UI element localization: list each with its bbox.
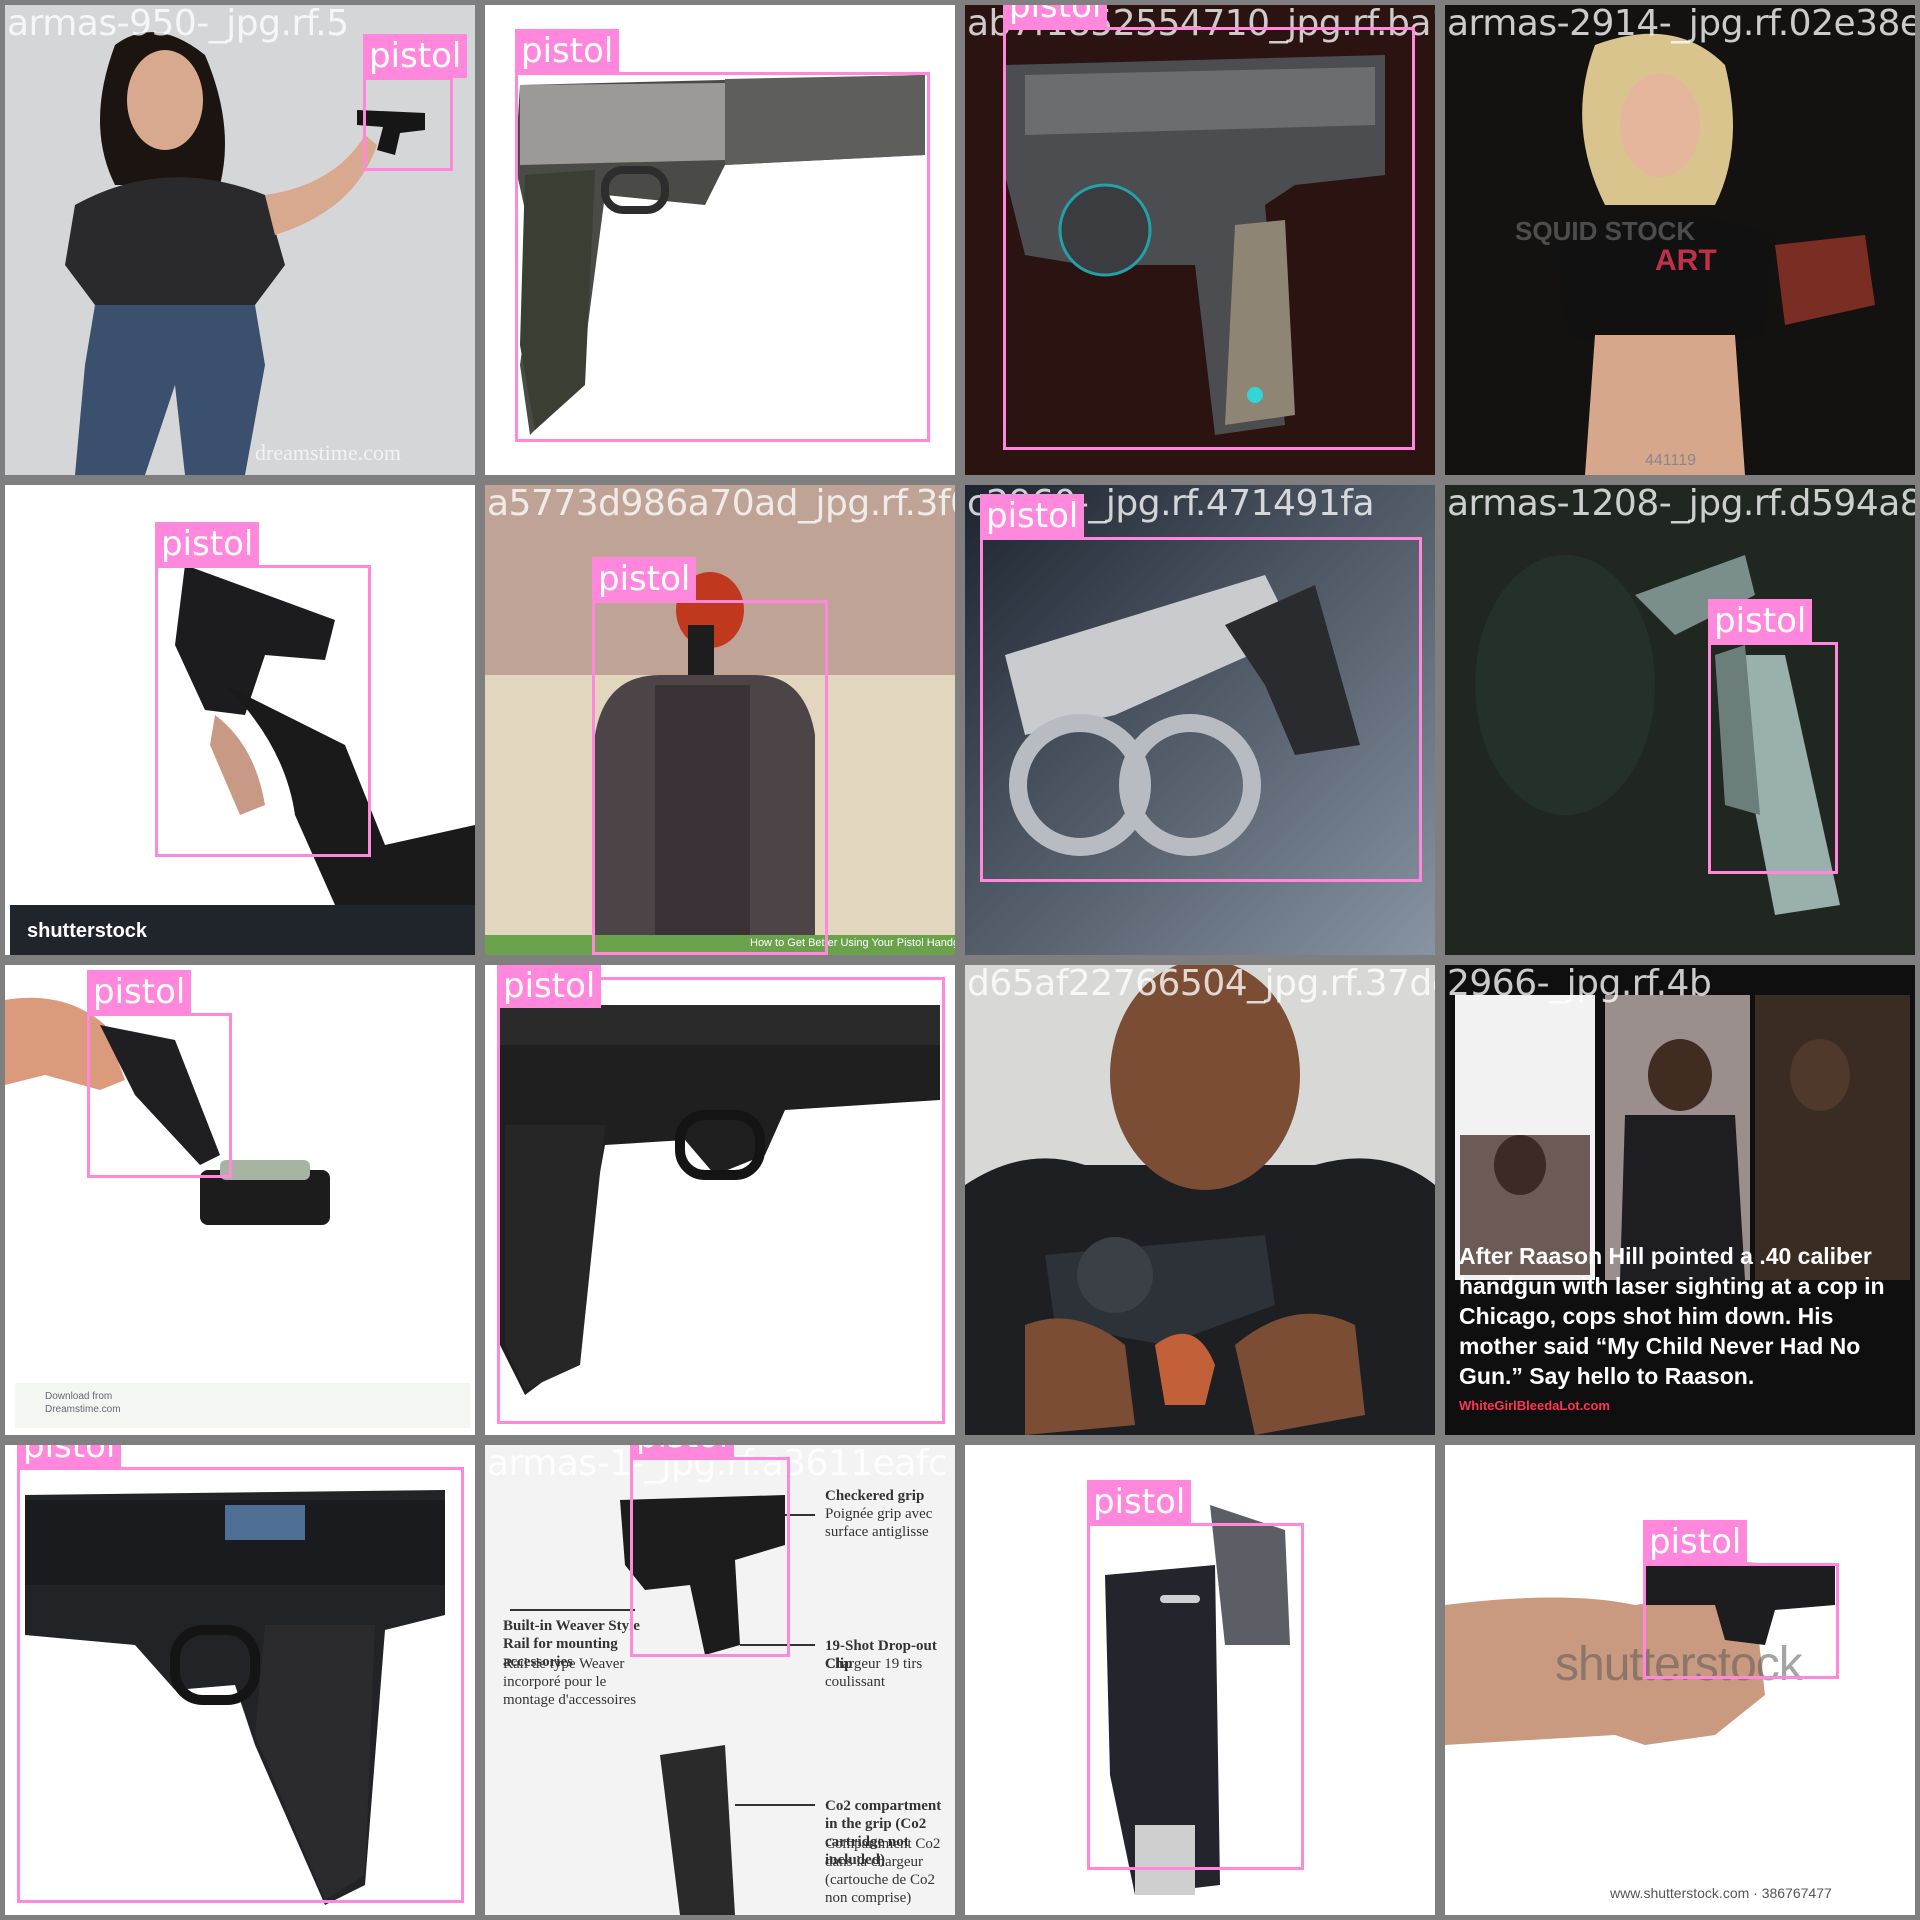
tile-9-image bbox=[5, 965, 475, 1435]
tile-14-callout-3: Built-in Weaver Style Rail for mounting … bbox=[503, 1618, 640, 1670]
tile-5: shutterstock armas-961-_jpg.rf.66545fc60… bbox=[5, 485, 475, 955]
tile-6-image bbox=[485, 485, 955, 955]
tile-5-bounding-box: pistol bbox=[155, 522, 371, 857]
tile-5-watermark: shutterstock bbox=[27, 920, 148, 942]
tile-14-callout-4: Rail de type Weaver incorporé pour le mo… bbox=[503, 1656, 637, 1708]
tile-3-box-label: pistol bbox=[1003, 5, 1108, 28]
tile-5-box-label: pistol bbox=[155, 522, 260, 566]
tile-8-image bbox=[1445, 485, 1915, 955]
tile-14: Checkered grip Poignée grip avec surface… bbox=[485, 1445, 955, 1915]
tile-6-watermark: How to Get Better Using Your Pistol Hand… bbox=[750, 937, 955, 949]
tile-2-image bbox=[485, 5, 955, 475]
tile-3-bounding-box: pistol bbox=[1003, 5, 1415, 450]
tile-14-callout-6: Chargeur 19 tirs coulissant bbox=[825, 1656, 923, 1690]
tile-16-box-label: pistol bbox=[1643, 1520, 1748, 1564]
tile-9-watermark: Download from Dreamstime.com bbox=[45, 1391, 121, 1415]
tile-1-box-label: pistol bbox=[363, 34, 468, 78]
tile-12: After Raason Hill pointed a .40 caliber … bbox=[1445, 965, 1915, 1435]
tile-2: fcd4b29fa9899_jpg.rf.e1cb2dc9a pistol bbox=[485, 5, 955, 475]
tile-7-bounding-box: pistol bbox=[980, 494, 1422, 882]
tile-1-bounding-box: pistol bbox=[363, 34, 468, 171]
tile-4: SQUID STOCK ART 441119 armas-2914-_jpg.r… bbox=[1445, 5, 1915, 475]
tile-1-image: dreamstime.com bbox=[5, 5, 475, 475]
tile-14-callout-8: Compartiment Co2 dans la chargeur (carto… bbox=[825, 1836, 941, 1906]
tile-2-box-label: pistol bbox=[515, 29, 620, 73]
tile-11: d65af22766504_jpg.rf.37dc911 bbox=[965, 965, 1435, 1435]
tile-15-bounding-box: pistol bbox=[1087, 1480, 1304, 1870]
tile-15: 52e48f8983f_jpg.rf.a9f312ba pistol bbox=[965, 1445, 1435, 1915]
tile-3-image bbox=[965, 5, 1435, 475]
tile-4-image: SQUID STOCK ART 441119 bbox=[1445, 5, 1915, 475]
tile-10-box-label: pistol bbox=[497, 965, 602, 1008]
tile-12-caption: After Raason Hill pointed a .40 caliber … bbox=[1459, 1241, 1905, 1421]
tile-14-bounding-box: pistol bbox=[630, 1445, 790, 1657]
tile-13-bounding-box: pistol bbox=[17, 1445, 464, 1903]
tile-11-image bbox=[965, 965, 1435, 1435]
tile-16-footer: www.shutterstock.com · 386767477 bbox=[1610, 1885, 1832, 1901]
tile-7: c2960-_jpg.rf.471491fa pistol bbox=[965, 485, 1435, 955]
tile-8: armas-1208-_jpg.rf.d594a8b pistol bbox=[1445, 485, 1915, 955]
tile-2-bounding-box: pistol bbox=[515, 29, 930, 442]
tile-7-box-label: pistol bbox=[980, 494, 1085, 538]
tile-15-box-label: pistol bbox=[1087, 1480, 1192, 1524]
tile-14-image bbox=[485, 1445, 955, 1915]
tile-1: dreamstime.com armas-950-_jpg.rf.5 pisto… bbox=[5, 5, 475, 475]
tile-13-image bbox=[5, 1445, 475, 1915]
tile-9-box-label: pistol bbox=[87, 970, 192, 1014]
tile-8-bounding-box: pistol bbox=[1708, 599, 1838, 874]
tile-12-caption-text: After Raason Hill pointed a .40 caliber … bbox=[1459, 1243, 1885, 1389]
tile-9: Download from Dreamstime.com armas-4-_jp… bbox=[5, 965, 475, 1435]
tile-10-image bbox=[485, 965, 955, 1435]
tile-6-bounding-box: pistol bbox=[592, 557, 828, 955]
tile-7-image bbox=[965, 485, 1435, 955]
tile-10: armas-898-_jpg.rf.b6a9e2 pistol bbox=[485, 965, 955, 1435]
tile-6-box-label: pistol bbox=[592, 557, 697, 601]
tile-10-bounding-box: pistol bbox=[497, 965, 945, 1424]
svg-text:dreamstime.com: dreamstime.com bbox=[255, 440, 401, 465]
tile-8-box-label: pistol bbox=[1708, 599, 1813, 643]
tile-16-watermark: shutterstock bbox=[1555, 1638, 1803, 1691]
tile-14-box-label: pistol bbox=[630, 1445, 735, 1458]
svg-text:SQUID STOCK: SQUID STOCK bbox=[1515, 216, 1695, 246]
tile-13-box-label: pistol bbox=[17, 1445, 122, 1468]
tile-15-image bbox=[965, 1445, 1435, 1915]
svg-text:ART: ART bbox=[1655, 244, 1717, 277]
tile-14-callout-7: Co2 compartment in the grip (Co2 cartrid… bbox=[825, 1798, 942, 1868]
tile-14-callout-1: Checkered grip bbox=[825, 1488, 925, 1504]
tile-14-callout-5: 19-Shot Drop-out Clip bbox=[825, 1638, 937, 1672]
tile-3: ab7f1852554710_jpg.rf.ba129396440f062d p… bbox=[965, 5, 1435, 475]
tile-12-caption-site: WhiteGirlBleedaLot.com bbox=[1459, 1398, 1610, 1413]
tile-6: How to Get Better Using Your Pistol Hand… bbox=[485, 485, 955, 955]
tile-9-bounding-box: pistol bbox=[87, 970, 232, 1178]
tile-14-callout-2: Poignée grip avec surface antiglisse bbox=[825, 1506, 933, 1540]
tile-16: shutterstock www.shutterstock.com · 3867… bbox=[1445, 1445, 1915, 1915]
tile-16-bounding-box: pistol bbox=[1643, 1520, 1839, 1679]
tile-13: armas-980-_jpg.rf.bb8038 pistol bbox=[5, 1445, 475, 1915]
svg-text:441119: 441119 bbox=[1645, 452, 1696, 469]
tile-12-image bbox=[1445, 965, 1915, 1435]
